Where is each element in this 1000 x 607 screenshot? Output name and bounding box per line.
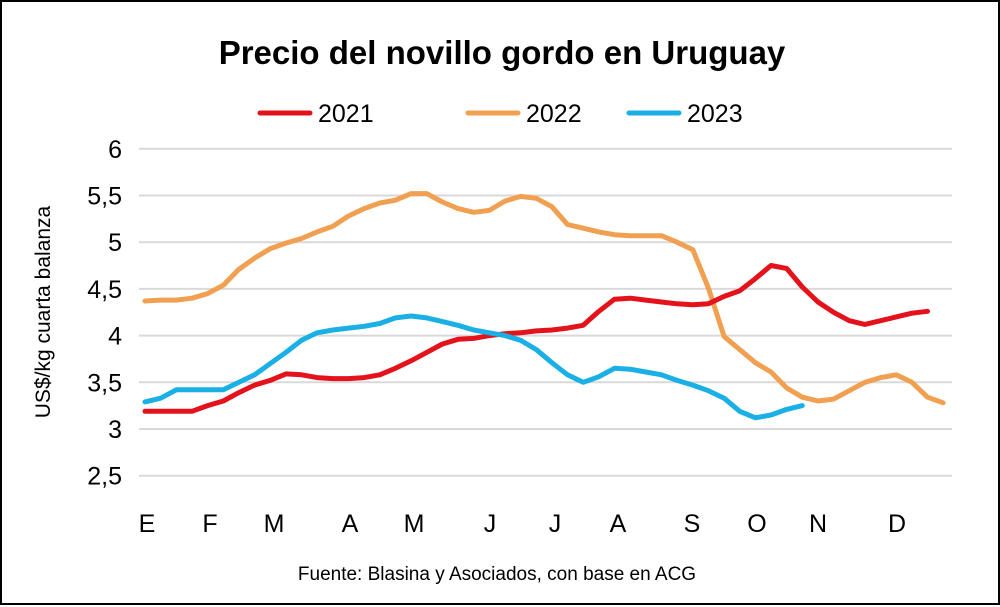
- y-tick-label: 5,5: [87, 183, 122, 211]
- x-tick-label: N: [809, 510, 827, 538]
- y-tick-label: 4,5: [87, 276, 122, 304]
- legend-item-2021: 2021: [257, 100, 374, 128]
- legend-label: 2021: [318, 100, 374, 128]
- x-tick-label: J: [484, 510, 497, 538]
- legend-label: 2022: [526, 100, 582, 128]
- legend-item-2023: 2023: [626, 100, 743, 128]
- x-tick-label: F: [202, 510, 217, 538]
- series-lines: [142, 191, 946, 421]
- series-line-2023: [142, 313, 805, 421]
- y-tick-label: 5: [108, 229, 122, 257]
- legend-label: 2023: [687, 100, 743, 128]
- x-tick-label: S: [684, 510, 701, 538]
- gridlines: [139, 147, 952, 477]
- x-tick-label: O: [747, 510, 766, 538]
- y-axis-ticks: 2,5 3 3,5 4 4,5 5 5,5 6: [87, 136, 122, 491]
- x-tick-label: E: [139, 510, 156, 538]
- chart-title: Precio del novillo gordo en Uruguay: [219, 34, 786, 71]
- y-tick-label: 3: [108, 416, 122, 444]
- x-tick-label: M: [264, 510, 285, 538]
- x-tick-label: J: [549, 510, 562, 538]
- series-line-2022: [142, 191, 946, 406]
- y-axis-label: US$/kg cuarta balanza: [32, 205, 55, 418]
- y-tick-label: 3,5: [87, 369, 122, 397]
- x-tick-label: A: [342, 510, 359, 538]
- x-tick-label: M: [404, 510, 425, 538]
- source-note: Fuente: Blasina y Asociados, con base en…: [298, 564, 696, 585]
- y-tick-label: 6: [108, 136, 122, 164]
- series-line-2021: [142, 263, 930, 414]
- y-tick-label: 2,5: [87, 463, 122, 491]
- legend: 2021 2022 2023: [257, 100, 743, 128]
- x-tick-label: D: [888, 510, 906, 538]
- x-tick-label: A: [610, 510, 627, 538]
- legend-item-2022: 2022: [465, 100, 582, 128]
- y-tick-label: 4: [108, 323, 122, 351]
